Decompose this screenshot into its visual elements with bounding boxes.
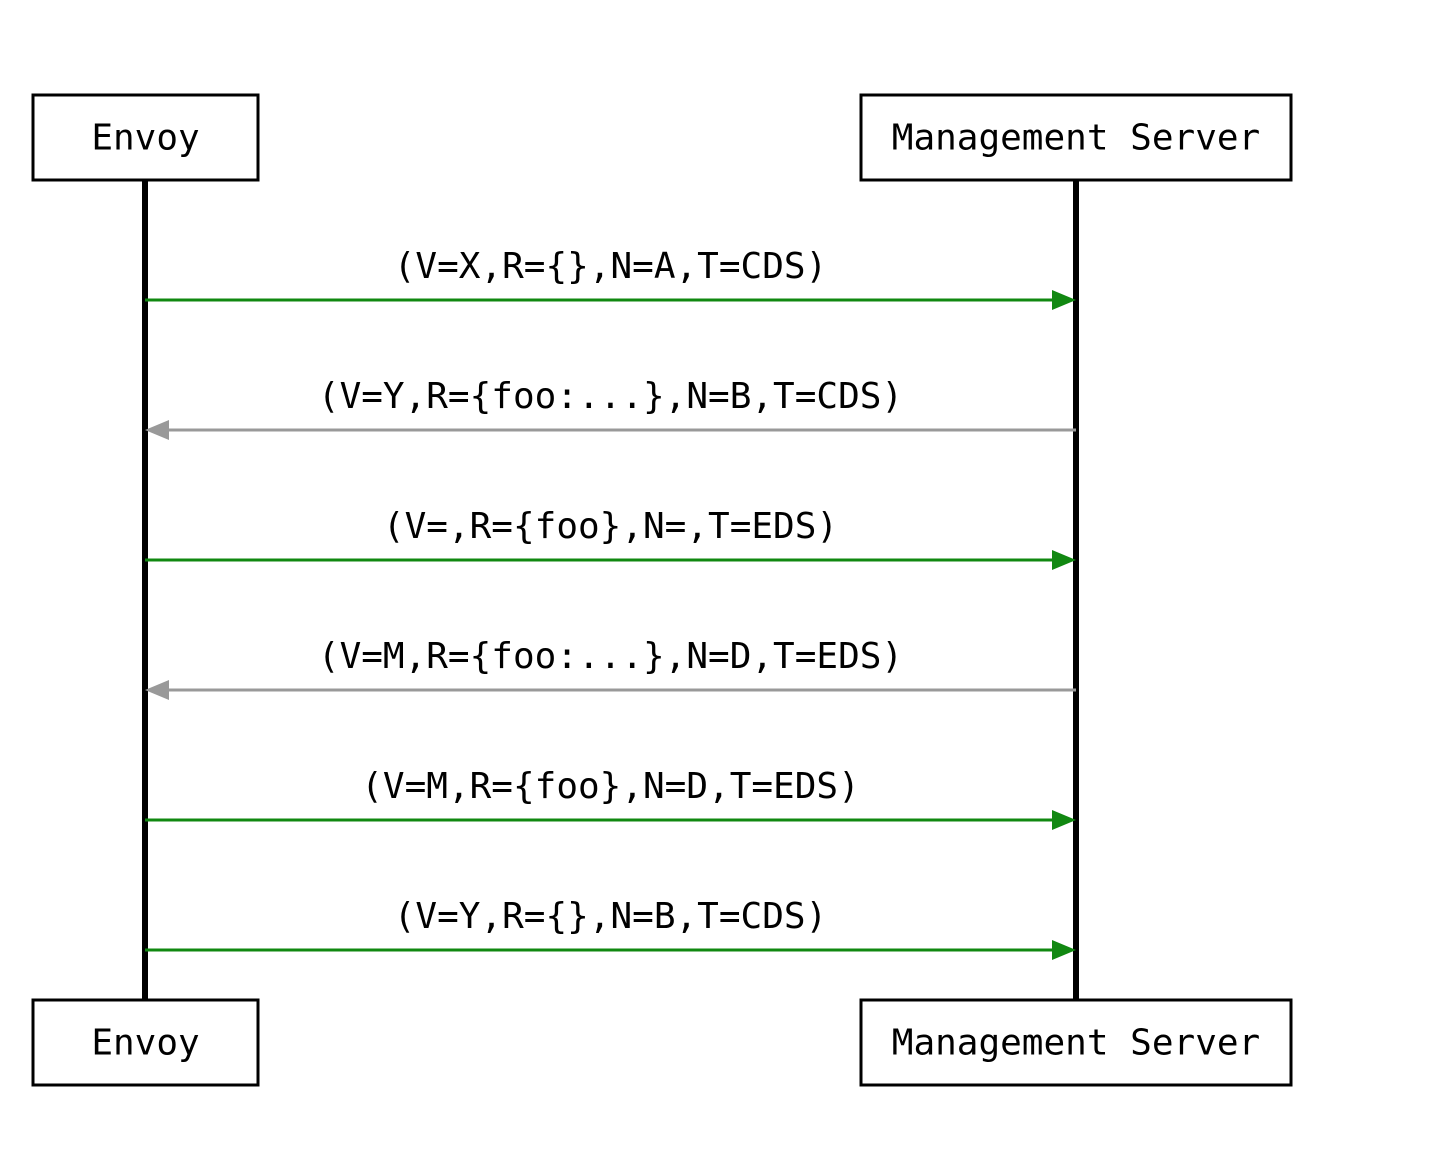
participant-label-envoy-top: Envoy bbox=[91, 118, 199, 159]
message-3: (V=M,R={foo:...},N=D,T=EDS) bbox=[145, 636, 1076, 700]
message-arrowhead-4 bbox=[1052, 810, 1076, 830]
message-4: (V=M,R={foo},N=D,T=EDS) bbox=[145, 766, 1076, 830]
message-label-0: (V=X,R={},N=A,T=CDS) bbox=[394, 246, 827, 287]
participant-label-mgmt-top: Management Server bbox=[892, 118, 1260, 159]
message-label-3: (V=M,R={foo:...},N=D,T=EDS) bbox=[318, 636, 903, 677]
message-label-4: (V=M,R={foo},N=D,T=EDS) bbox=[361, 766, 860, 807]
message-label-2: (V=,R={foo},N=,T=EDS) bbox=[383, 506, 838, 547]
message-5: (V=Y,R={},N=B,T=CDS) bbox=[145, 896, 1076, 960]
message-arrowhead-2 bbox=[1052, 550, 1076, 570]
message-arrowhead-5 bbox=[1052, 940, 1076, 960]
message-label-1: (V=Y,R={foo:...},N=B,T=CDS) bbox=[318, 376, 903, 417]
message-label-5: (V=Y,R={},N=B,T=CDS) bbox=[394, 896, 827, 937]
sequence-diagram: Envoy Management Server Envoy Management Se… bbox=[0, 0, 1430, 1168]
message-0: (V=X,R={},N=A,T=CDS) bbox=[145, 246, 1076, 310]
participant-label-mgmt-bottom: Management Server bbox=[892, 1023, 1260, 1064]
message-2: (V=,R={foo},N=,T=EDS) bbox=[145, 506, 1076, 570]
message-1: (V=Y,R={foo:...},N=B,T=CDS) bbox=[145, 376, 1076, 440]
message-arrowhead-3 bbox=[145, 680, 169, 700]
message-arrowhead-1 bbox=[145, 420, 169, 440]
message-arrowhead-0 bbox=[1052, 290, 1076, 310]
participant-label-envoy-bottom: Envoy bbox=[91, 1023, 199, 1064]
